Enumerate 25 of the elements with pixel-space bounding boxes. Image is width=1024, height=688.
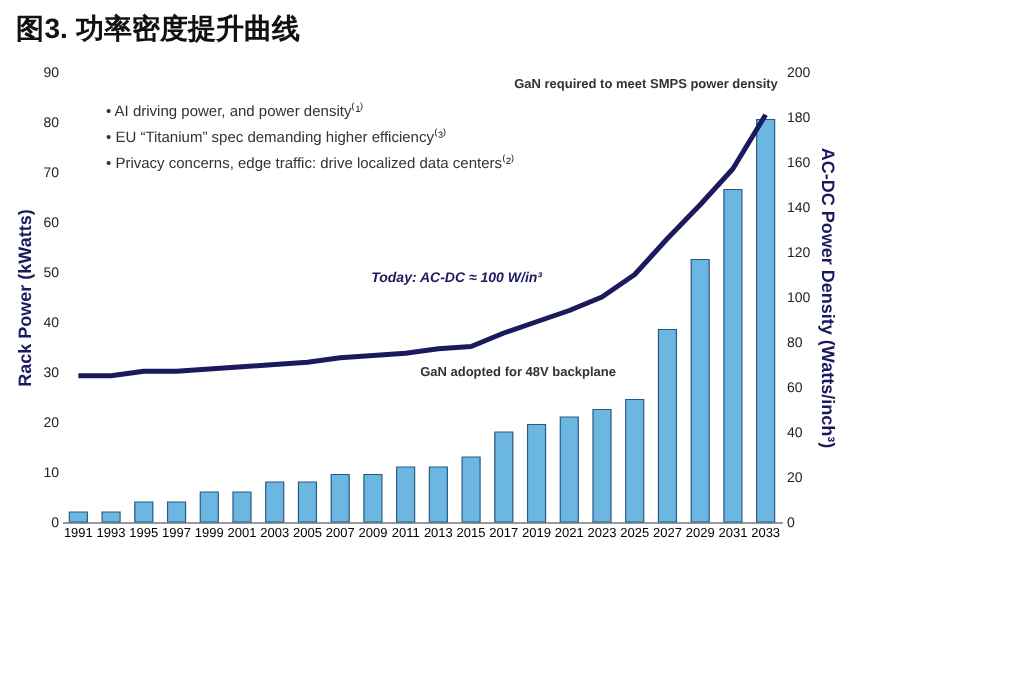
bar bbox=[461, 456, 481, 523]
bar bbox=[690, 258, 710, 523]
bar bbox=[297, 481, 318, 523]
bar bbox=[756, 118, 776, 523]
bar bbox=[396, 466, 416, 523]
bar bbox=[199, 491, 219, 523]
bar bbox=[559, 416, 579, 523]
bar bbox=[657, 328, 678, 523]
bar bbox=[526, 423, 547, 523]
y2-axis-title: AC-DC Power Density (Watts/inch³) bbox=[818, 147, 839, 449]
bar bbox=[101, 511, 121, 523]
bar bbox=[68, 511, 88, 523]
bar bbox=[363, 473, 383, 523]
bar bbox=[625, 398, 645, 523]
chart-title: 图3. 功率密度提升曲线 bbox=[16, 12, 300, 44]
bar bbox=[265, 481, 285, 523]
bar bbox=[428, 466, 448, 523]
y-axis-title: Rack Power (kWatts) bbox=[15, 209, 36, 387]
bar bbox=[166, 501, 187, 523]
bar bbox=[592, 408, 612, 523]
bar bbox=[134, 501, 154, 523]
bar bbox=[232, 491, 252, 523]
bar bbox=[494, 431, 514, 523]
bar bbox=[330, 473, 350, 523]
bar bbox=[723, 188, 743, 523]
